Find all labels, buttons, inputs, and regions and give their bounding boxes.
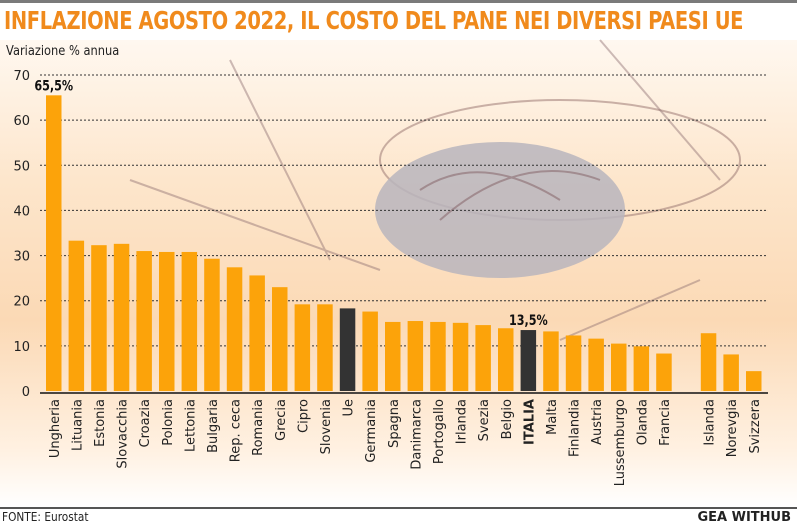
bar-ungheria: [46, 95, 62, 392]
x-tick-label: Belgio: [500, 399, 515, 439]
x-tick-label: Grecia: [274, 399, 289, 441]
data-label: 13,5%: [509, 312, 548, 329]
x-tick-label: Bulgaria: [206, 399, 221, 453]
y-tick-label: 10: [13, 340, 30, 355]
bar-italia: [520, 330, 537, 391]
x-tick-label: Slovacchia: [116, 399, 131, 469]
x-tick-label: Portogallo: [432, 399, 447, 464]
bread-illustration: [129, 39, 741, 341]
x-tick-label: Lettonia: [183, 399, 198, 452]
chart-background: [0, 40, 797, 507]
y-tick-label: 40: [13, 204, 30, 219]
chart-title: INFLAZIONE AGOSTO 2022, IL COSTO DEL PAN…: [4, 6, 744, 35]
bar-lituania: [68, 240, 85, 391]
bar-bulgaria: [204, 258, 220, 391]
x-tick-label: Danimarca: [409, 399, 424, 470]
brand-logo: GEA WITHUB: [697, 510, 791, 525]
bar-svezia: [475, 325, 491, 391]
x-tick-label: Lussemburgo: [613, 399, 628, 486]
y-tick-label: 70: [13, 69, 30, 84]
x-tick-label: Germania: [364, 399, 379, 463]
y-tick-label: 0: [22, 385, 30, 400]
bar-croazia: [136, 251, 152, 391]
y-tick-label: 20: [13, 295, 30, 310]
x-tick-label: Olanda: [635, 399, 650, 445]
x-tick-label: Norevgia: [725, 399, 740, 457]
bar-svizzera: [746, 371, 762, 391]
bar-islanda: [700, 333, 717, 391]
bar-germania: [362, 311, 378, 391]
bar-rep-ceca: [226, 267, 243, 391]
top-rule: [0, 0, 797, 3]
bar-francia: [656, 353, 672, 391]
x-tick-label: Cipro: [296, 399, 311, 433]
bar-romania: [249, 275, 265, 391]
bar-spagna: [385, 321, 401, 391]
bar-austria: [588, 338, 604, 391]
x-tick-label: Lituania: [70, 399, 85, 451]
bar-slovenia: [317, 304, 333, 391]
bar-norevgia: [723, 354, 739, 391]
x-tick-label: Slovenia: [319, 399, 334, 454]
x-tick-label: Ungheria: [48, 399, 63, 458]
data-label: 65,5%: [34, 77, 73, 94]
x-tick-label: Svizzera: [748, 399, 763, 454]
x-tick-label: Spagna: [387, 399, 402, 448]
bar-slovacchia: [113, 243, 130, 391]
x-tick-label: Rep. ceca: [229, 399, 244, 462]
x-tick-label: Malta: [545, 399, 560, 435]
bar-belgio: [498, 328, 514, 391]
x-tick-label: Polonia: [161, 399, 176, 446]
source-note: FONTE: Eurostat: [2, 510, 89, 524]
x-tick-label: Ue: [342, 399, 357, 417]
bar-danimarca: [407, 321, 424, 391]
x-tick-label: ITALIA: [522, 399, 537, 445]
bar-grecia: [272, 287, 288, 391]
x-tick-label: Croazia: [138, 399, 153, 447]
bar-olanda: [633, 346, 650, 391]
x-tick-label: Romania: [251, 399, 266, 456]
x-tick-label: Islanda: [703, 399, 718, 446]
bar-lussemburgo: [611, 343, 627, 391]
x-tick-label: Austria: [590, 399, 605, 445]
y-axis-label: Variazione % annua: [6, 44, 120, 59]
x-tick-label: Svezia: [477, 399, 492, 441]
bar-irlanda: [452, 322, 469, 391]
bar-lettonia: [181, 251, 198, 391]
bar-finlandia: [565, 335, 582, 391]
y-tick-label: 50: [13, 159, 30, 174]
x-tick-label: Estonia: [93, 399, 108, 447]
wheat-stalks: [129, 39, 721, 341]
bar-portogallo: [430, 321, 446, 391]
bar-malta: [543, 331, 559, 391]
bar-cipro: [294, 304, 311, 391]
y-tick-label: 30: [13, 250, 30, 265]
bar-ue: [339, 308, 356, 391]
x-tick-label: Irlanda: [455, 399, 470, 444]
bottom-rule: [0, 507, 797, 509]
bread-cut-lines: [419, 170, 601, 221]
y-tick-label: 60: [13, 114, 30, 129]
bar-polonia: [159, 251, 175, 391]
bar-estonia: [91, 245, 107, 391]
x-tick-label: Finlandia: [568, 399, 583, 457]
x-tick-label: Francia: [658, 399, 673, 446]
